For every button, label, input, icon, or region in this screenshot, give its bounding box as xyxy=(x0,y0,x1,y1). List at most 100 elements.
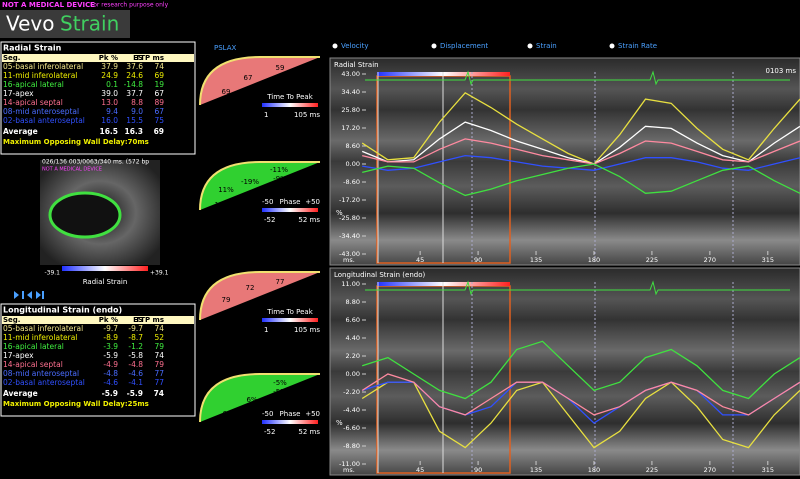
x-unit: ms. xyxy=(343,256,355,264)
x-tick-label: 225 xyxy=(646,466,658,474)
radio-button[interactable] xyxy=(431,43,437,49)
segment-value: 79 xyxy=(214,318,223,326)
legend-bar xyxy=(262,208,318,212)
legend-min: 1 xyxy=(264,326,268,334)
table-cell: 19 xyxy=(154,80,164,89)
table-average: Average xyxy=(3,389,38,398)
strain-curve xyxy=(361,121,800,165)
segment-value: 19 xyxy=(222,121,231,129)
colorbar xyxy=(62,266,148,271)
table-cell: 24.6 xyxy=(126,71,143,80)
segment-value: -6% xyxy=(239,458,253,466)
table-cell: 17-apex xyxy=(3,89,34,98)
y-tick-label: -11.00 xyxy=(339,460,360,468)
strain-curve xyxy=(361,381,800,449)
bullseye xyxy=(199,271,320,321)
table-cell: 74 xyxy=(154,62,164,71)
table-cell: 14-apical septal xyxy=(3,360,63,369)
legend-bar xyxy=(262,420,318,424)
table-cell: -4.8 xyxy=(103,369,118,378)
table-header: Pk % xyxy=(99,54,118,62)
x-tick-label: 135 xyxy=(530,466,542,474)
strain-curve xyxy=(361,91,800,165)
x-tick-label: 270 xyxy=(704,256,716,264)
segment-value: -5% xyxy=(273,379,287,387)
radio-label[interactable]: Displacement xyxy=(440,42,488,50)
radio-button[interactable] xyxy=(332,43,338,49)
strain-curve xyxy=(361,373,800,416)
segment-value: 59 xyxy=(276,64,285,72)
playback-controls[interactable] xyxy=(14,291,44,299)
segment-value: 72 xyxy=(246,284,255,292)
y-tick-label: -4.40 xyxy=(343,406,360,414)
segment-value: -5% xyxy=(273,388,287,396)
table-cell: 16-apical lateral xyxy=(3,80,64,89)
y-tick-label: -43.00 xyxy=(339,250,360,258)
radio-label[interactable]: Velocity xyxy=(341,42,368,50)
table-header: Seg. xyxy=(3,54,20,62)
table-average: 69 xyxy=(154,127,164,136)
legend-title: Time To Peak xyxy=(266,93,314,101)
strain-curve xyxy=(362,340,800,400)
note: For research purpose only xyxy=(90,2,169,9)
x-unit: ms. xyxy=(343,466,355,474)
y-label: % xyxy=(336,209,343,217)
chart-title: Radial Strain xyxy=(334,61,379,69)
table-header-bg xyxy=(2,54,194,62)
radio-button[interactable] xyxy=(609,43,615,49)
bullseye xyxy=(199,56,320,106)
radio-button[interactable] xyxy=(527,43,533,49)
table-footer: Maximum Opposing Wall Delay:25ms xyxy=(3,400,149,408)
image-caption: Radial Strain xyxy=(83,278,128,286)
table-average: -5.9 xyxy=(102,389,118,398)
y-tick-label: 8.80 xyxy=(346,298,360,306)
x-tick-label: 225 xyxy=(646,256,658,264)
table-cell: -4.8 xyxy=(128,360,143,369)
image-warning: NOT A MEDICAL DEVICE xyxy=(42,167,102,173)
x-tick-label: 90 xyxy=(474,256,482,264)
x-tick-label: 270 xyxy=(704,466,716,474)
table-title: Radial Strain xyxy=(3,44,62,53)
segment-value: 0% xyxy=(242,234,253,242)
table-cell: 9.4 xyxy=(106,107,118,116)
table-cell: 8.8 xyxy=(131,98,143,107)
y-tick-label: 17.20 xyxy=(341,124,360,132)
table-cell: 89 xyxy=(154,98,164,107)
table-cell: 52 xyxy=(154,333,164,342)
legend-bar xyxy=(262,318,318,322)
segment-value: -5% xyxy=(239,447,253,455)
y-label: % xyxy=(336,419,343,427)
segment-value: 11% xyxy=(218,186,234,194)
y-tick-label: 2.20 xyxy=(346,352,360,360)
table-cell: -9.7 xyxy=(128,324,143,333)
product: Strain xyxy=(60,12,119,36)
y-tick-label: 8.60 xyxy=(346,142,360,150)
x-tick-label: 135 xyxy=(530,256,542,264)
y-tick-label: 0.00 xyxy=(346,160,360,168)
radio-label[interactable]: Strain Rate xyxy=(618,42,657,50)
segment-value: 67 xyxy=(244,74,253,82)
table-cell: 79 xyxy=(154,360,164,369)
segment-value: 6% xyxy=(246,396,257,404)
table-average: 74 xyxy=(154,389,164,398)
bullseye xyxy=(199,161,320,211)
radio-label[interactable]: Strain xyxy=(536,42,557,50)
table-cell: 39.0 xyxy=(101,89,118,98)
y-tick-label: -8.60 xyxy=(343,178,360,186)
legend-low: -50 xyxy=(262,410,273,418)
table-cell: -1.2 xyxy=(128,342,143,351)
segment-value: -3% xyxy=(275,464,289,472)
table-cell: -8.7 xyxy=(128,333,143,342)
table-cell: -4.1 xyxy=(128,378,143,387)
legend-title: Phase xyxy=(280,198,301,206)
segment-value: -9% xyxy=(273,175,287,183)
legend-low: -50 xyxy=(262,198,273,206)
y-tick-label: 0.00 xyxy=(346,370,360,378)
table-cell: 24.9 xyxy=(101,71,118,80)
corner-note: 0103 ms xyxy=(765,67,796,75)
y-tick-label: 43.00 xyxy=(341,70,360,78)
table-cell: 79 xyxy=(154,342,164,351)
chart-title: Longitudinal Strain (endo) xyxy=(334,271,426,279)
x-tick-label: 90 xyxy=(474,466,482,474)
